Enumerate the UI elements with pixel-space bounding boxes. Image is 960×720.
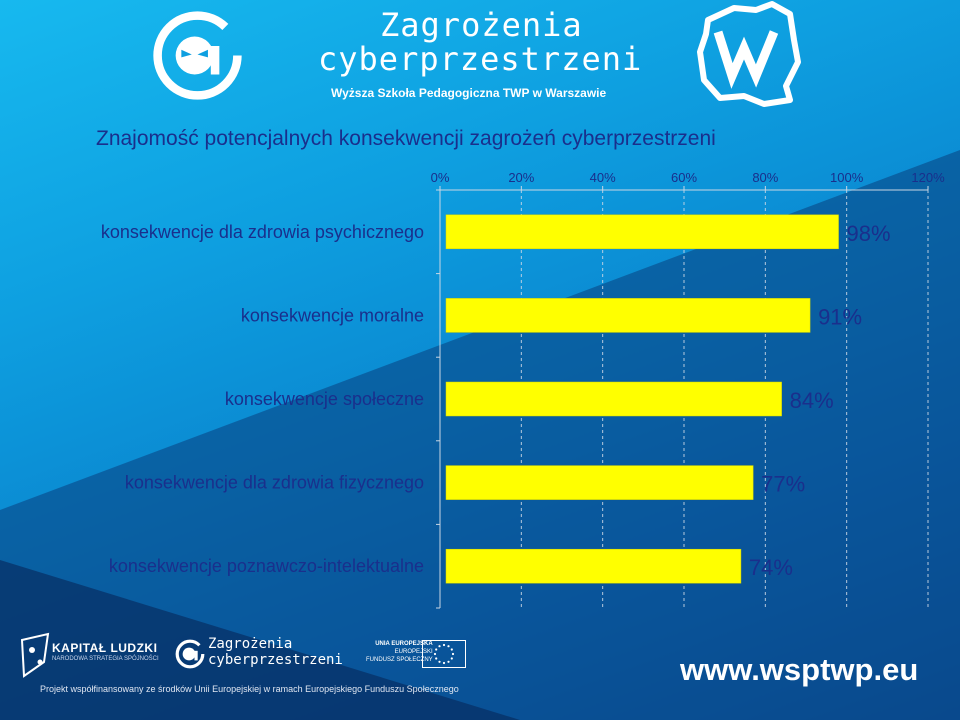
website-link[interactable]: www.wsptwp.eu [680, 652, 919, 687]
data-label: 98% [847, 221, 891, 246]
data-label: 74% [749, 555, 793, 580]
chart-title: Znajomość potencjalnych konsekwencji zag… [96, 127, 716, 150]
brand-title-line1: Zagrożenia [380, 6, 583, 44]
mini-brand-line2: cyberprzestrzeni [208, 652, 343, 668]
eu-label-line2: EUROPEJSKI [394, 649, 433, 655]
bar [445, 214, 839, 250]
bar [445, 548, 742, 584]
kapital-ludzki-logo-icon [20, 632, 50, 678]
category-label: konsekwencje dla zdrowia psychicznego [101, 222, 424, 242]
project-funding-note: Projekt współfinansowany ze środków Unii… [40, 684, 459, 694]
header: Zagrożenia cyberprzestrzeni Wyższa Szkoł… [0, 0, 960, 150]
x-tick-label: 20% [508, 170, 534, 185]
category-label: konsekwencje dla zdrowia fizycznego [125, 473, 424, 493]
x-tick-label: 100% [830, 170, 864, 185]
category-label: konsekwencje moralne [241, 305, 424, 325]
x-tick-label: 120% [911, 170, 945, 185]
data-label: 77% [761, 472, 805, 497]
data-label: 91% [818, 304, 862, 329]
data-label: 84% [790, 388, 834, 413]
x-tick-label: 80% [752, 170, 778, 185]
category-label: konsekwencje poznawczo-intelektualne [109, 556, 424, 576]
bar [445, 465, 754, 500]
kapital-ludzki-title: KAPITAŁ LUDZKI [52, 641, 158, 655]
at-sign-logo-icon [153, 11, 242, 100]
kapital-ludzki-subtitle: NARODOWA STRATEGIA SPÓJNOŚCI [52, 656, 159, 662]
bar-chart: 0% 20% 40% 60% 80% 100% 120% konsekwencje dla z… [101, 170, 945, 609]
eu-label-line3: FUNDUSZ SPOŁECZNY [366, 657, 433, 663]
mini-brand-line1: Zagrożenia [208, 636, 293, 652]
x-tick-label: 40% [590, 170, 616, 185]
x-tick-label: 60% [671, 170, 697, 185]
poland-map-logo-icon [697, 1, 801, 107]
x-tick-label: 0% [431, 170, 450, 185]
school-name: Wyższa Szkoła Pedagogiczna TWP w Warszaw… [331, 86, 607, 100]
mini-at-sign-logo-icon [175, 639, 205, 669]
bar [445, 298, 811, 333]
brand-title-line2: cyberprzestrzeni [318, 40, 643, 78]
eu-label-line1: UNIA EUROPEJSKA [375, 641, 433, 647]
eu-flag-icon [422, 640, 466, 668]
bar [445, 381, 782, 417]
eu-label: UNIA EUROPEJSKA EUROPEJSKI FUNDUSZ SPOŁE… [366, 640, 433, 664]
category-label: konsekwencje społeczne [225, 389, 424, 409]
